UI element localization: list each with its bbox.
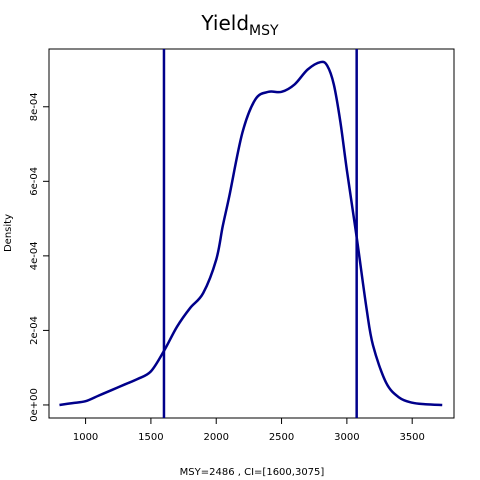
x-axis: 1000 1500 2000 2500 3000 3500 — [73, 417, 425, 443]
x-axis-label: MSY=2486 , CI=[1600,3075] — [180, 467, 325, 478]
y-axis: 0e+00 2e-04 4e-04 6e-04 8e-04 — [29, 92, 50, 422]
x-tick-label: 3000 — [334, 432, 359, 443]
y-tick-label: 0e+00 — [29, 388, 40, 422]
chart-title-main: Yield — [200, 11, 249, 35]
ci-lines — [162, 49, 358, 418]
y-tick-label: 2e-04 — [29, 316, 40, 345]
y-tick-label: 4e-04 — [29, 241, 40, 270]
y-tick-label: 8e-04 — [29, 92, 40, 121]
x-tick-label: 2500 — [269, 432, 294, 443]
y-axis-label: Density — [3, 214, 14, 252]
series-layer — [59, 60, 443, 407]
x-tick-label: 2000 — [203, 432, 228, 443]
chart-title-subscript: MSY — [249, 23, 279, 39]
x-tick-label: 1500 — [138, 432, 163, 443]
x-tick-label: 3500 — [399, 432, 424, 443]
y-tick-label: 6e-04 — [29, 167, 40, 196]
x-tick-label: 1000 — [73, 432, 98, 443]
density-curve — [59, 60, 443, 407]
chart-title: YieldMSY — [200, 11, 279, 39]
